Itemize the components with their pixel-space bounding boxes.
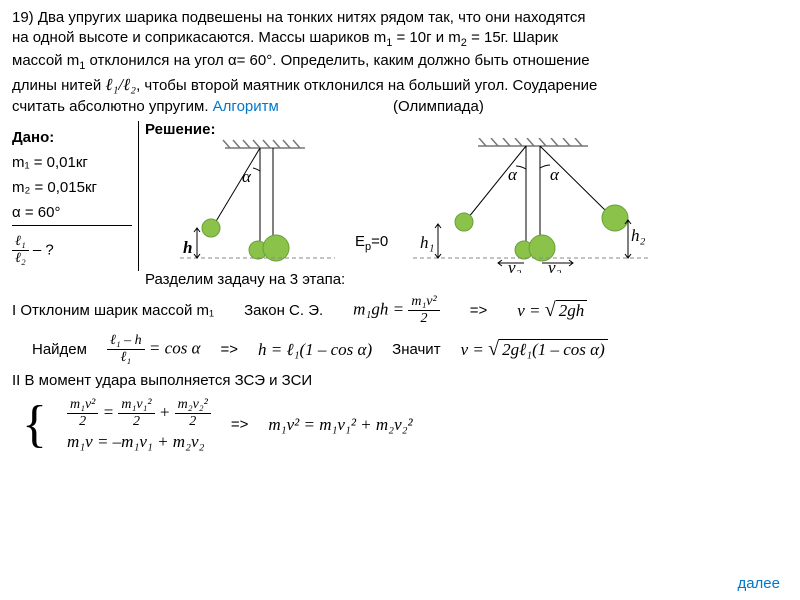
next-link[interactable]: далее xyxy=(737,575,780,592)
svg-text:h₂: h₂ xyxy=(631,226,646,245)
given-label: Дано: xyxy=(12,129,132,146)
diagram-before: α h xyxy=(145,138,335,273)
solution-label: Решение: xyxy=(145,121,788,138)
stage-1b: Найдем ℓ₁ – hℓ₁ = cos α => h = ℓ₁(1 – co… xyxy=(32,333,788,366)
svg-text:h₁: h₁ xyxy=(420,233,434,252)
formula-energy: m₁gh = m₁v²2 xyxy=(353,294,440,327)
svg-text:α: α xyxy=(550,165,560,184)
svg-text:h: h xyxy=(183,238,192,257)
diagram-after: α α h₁ h₂ v₂ v₂ xyxy=(408,138,648,273)
formula-h: h = ℓ₁(1 – cos α) xyxy=(258,340,372,360)
stage-2-label: II В момент удара выполняется ЗСЭ и ЗСИ xyxy=(12,372,788,389)
svg-text:v₂: v₂ xyxy=(508,258,522,273)
ep-zero-label: Ep=0 xyxy=(355,138,388,253)
formula-cos: ℓ₁ – hℓ₁ = cos α xyxy=(107,333,201,366)
svg-text:v₂: v₂ xyxy=(548,258,562,273)
formula-v-full: v = √2gℓ₁(1 – cos α) xyxy=(461,338,608,361)
given-question: ℓ₁ℓ₂ – ? xyxy=(12,234,132,267)
problem-statement: 19) Два упругих шарика подвешены на тонк… xyxy=(12,8,788,117)
svg-text:α: α xyxy=(508,165,518,184)
given-alpha: α = 60° xyxy=(12,204,132,226)
stage-2-system: { m₁v²2 = m₁v₁²2 + m₂v₂²2 m₁v = –m₁v₁ + … xyxy=(22,395,788,454)
solution-block: Решение: α h xyxy=(145,121,788,288)
stage-1: I Отклоним шарик массой m₁ Закон С. Э. m… xyxy=(12,294,788,327)
problem-number: 19) xyxy=(12,9,34,26)
formula-result1: m₁v² = m₁v₁² + m₂v₂² xyxy=(268,415,412,435)
formula-v: v = √2gh xyxy=(517,299,587,322)
given-m2: m₂ = 0,015кг xyxy=(12,179,132,196)
stage-split: Разделим задачу на 3 этапа: xyxy=(145,271,788,288)
algorithm-link[interactable]: Алгоритм xyxy=(213,98,279,115)
given-block: Дано: m₁ = 0,01кг m₂ = 0,015кг α = 60° ℓ… xyxy=(12,121,139,271)
svg-text:α: α xyxy=(242,167,252,186)
given-m1: m₁ = 0,01кг xyxy=(12,154,132,171)
